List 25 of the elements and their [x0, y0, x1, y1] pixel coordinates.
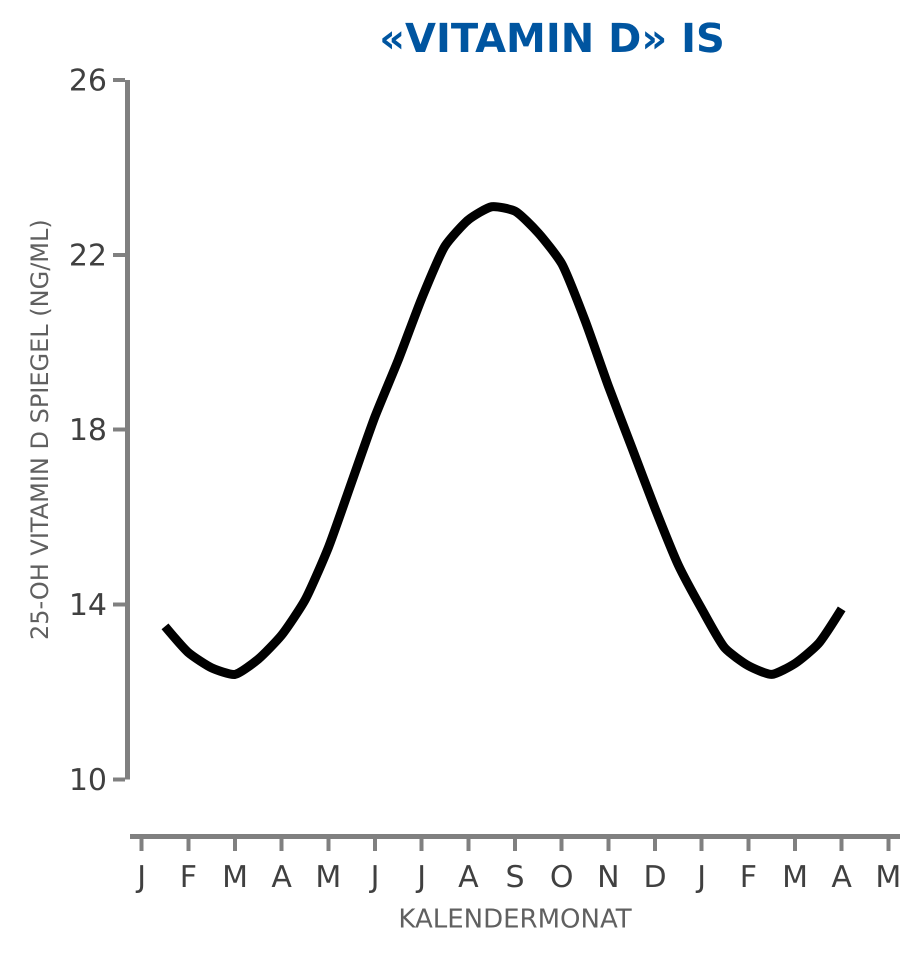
- y-axis-title: 25-OH VITAMIN D SPIEGEL (NG/ML): [26, 219, 54, 640]
- x-tick-label: J: [135, 860, 146, 895]
- x-tick-label: F: [740, 860, 757, 895]
- x-tick-label: A: [458, 860, 480, 895]
- x-tick-label: N: [597, 860, 620, 895]
- x-tick-label: J: [695, 860, 706, 895]
- x-tick-label: F: [180, 860, 197, 895]
- y-tick-label: 26: [68, 64, 107, 98]
- chart-title: «VITAMIN D» IS: [379, 16, 725, 62]
- y-tick-label: 10: [68, 762, 107, 798]
- y-tick-label: 18: [68, 413, 107, 448]
- x-tick-label: J: [368, 860, 380, 895]
- x-tick-label: A: [831, 860, 852, 895]
- x-tick-label: O: [550, 860, 574, 895]
- x-axis-title: KALENDERMONAT: [398, 904, 632, 935]
- x-tick-label: M: [782, 860, 808, 895]
- x-tick-label: J: [415, 860, 426, 895]
- x-tick-label: M: [875, 860, 902, 895]
- y-tick-label: 14: [68, 588, 107, 623]
- x-tick-label: M: [222, 860, 248, 895]
- y-tick-label: 22: [68, 238, 107, 274]
- x-tick-label: A: [271, 860, 292, 895]
- x-tick-label: M: [315, 860, 342, 895]
- x-tick-label: S: [505, 860, 525, 895]
- x-tick-label: D: [643, 860, 667, 895]
